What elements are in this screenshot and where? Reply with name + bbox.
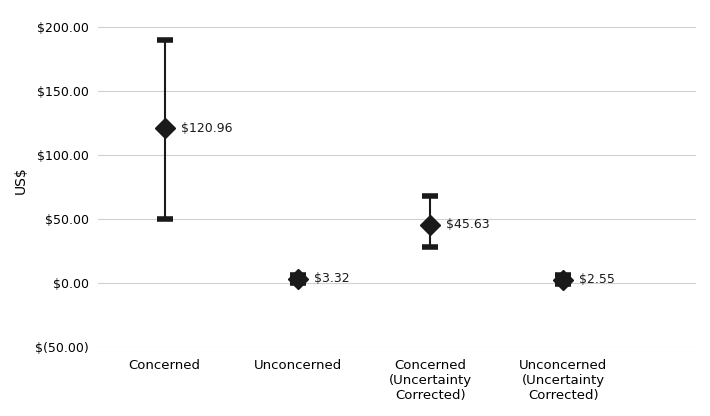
Text: $120.96: $120.96	[180, 121, 232, 134]
Text: $2.55: $2.55	[579, 273, 615, 287]
Text: $45.63: $45.63	[447, 218, 490, 231]
Text: $3.32: $3.32	[314, 272, 349, 285]
Y-axis label: US$: US$	[14, 167, 28, 194]
